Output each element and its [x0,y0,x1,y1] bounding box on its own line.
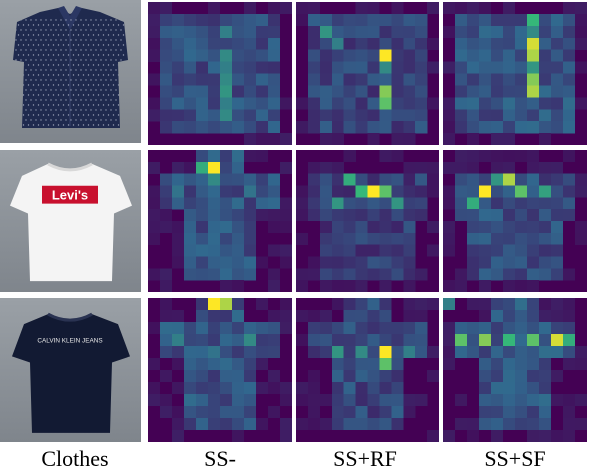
attention-map-ss-rf-levis-tshirt [296,150,439,292]
white-levis-logo-tshirt-icon: Levi's [10,162,132,282]
column-label-ss-rf: SS+RF [333,446,397,471]
column-label-clothes: Clothes [41,446,109,471]
attention-map-ss-minus-ck-tshirt [148,298,292,442]
attention-map-ss-rf-blouse [296,2,439,145]
attention-map-ss-minus-blouse [148,2,292,145]
svg-text:CALVIN KLEIN JEANS: CALVIN KLEIN JEANS [37,337,102,344]
attention-map-ss-sf-levis-tshirt [443,150,587,292]
column-label-ss-minus: SS- [204,446,236,471]
clothes-photo-levis-tshirt: Levi's [0,150,141,292]
attention-map-ss-minus-levis-tshirt [148,150,292,292]
dark-blue-polka-dot-blouse-icon [13,6,128,128]
clothes-photo-ck-tshirt: CALVIN KLEIN JEANS [0,298,141,442]
column-label-ss-sf: SS+SF [484,446,546,471]
attention-map-ss-sf-ck-tshirt [443,298,587,442]
attention-map-ss-rf-ck-tshirt [296,298,439,442]
attention-map-ss-sf-blouse [443,2,587,145]
navy-calvin-klein-jeans-tshirt-icon: CALVIN KLEIN JEANS [12,312,130,433]
svg-text:Levi's: Levi's [52,188,88,203]
clothes-photo-blouse [0,0,141,143]
